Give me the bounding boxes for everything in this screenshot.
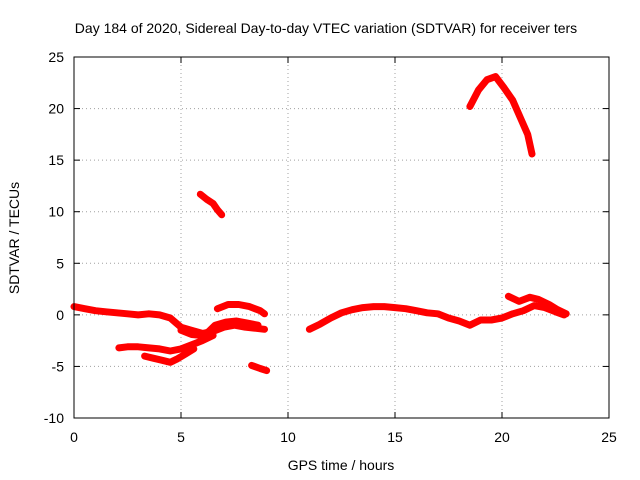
y-tick-label-7: 25	[48, 49, 64, 65]
series-arc-7	[248, 361, 271, 375]
x-tick-label-1: 5	[177, 429, 185, 445]
x-tick-label-5: 25	[601, 429, 617, 445]
x-tick-label-3: 15	[387, 429, 403, 445]
series-arc-9	[504, 292, 570, 318]
y-tick-label-5: 15	[48, 152, 64, 168]
x-tick-label-4: 20	[494, 429, 510, 445]
series-arc-2	[115, 332, 217, 355]
x-axis-label: GPS time / hours	[288, 457, 395, 473]
axis-ticks: 0 5 10 15 20 25 -10 -5 0 5 10 15 20 25	[44, 49, 617, 445]
x-tick-label-0: 0	[70, 429, 78, 445]
y-axis-label: SDTVAR / TECUs	[6, 182, 22, 294]
series-arc-6	[196, 190, 226, 219]
x-tick-label-2: 10	[280, 429, 296, 445]
series-arc-3	[141, 345, 198, 366]
y-tick-label-4: 10	[48, 204, 64, 220]
series-arc-4	[177, 317, 262, 339]
series-arc-10	[466, 73, 536, 158]
plot-frame	[73, 56, 610, 419]
series-arc-5	[213, 301, 268, 318]
data-series	[70, 73, 570, 375]
y-tick-label-6: 20	[48, 101, 64, 117]
y-tick-label-3: 5	[56, 255, 64, 271]
y-tick-label-1: -5	[52, 358, 65, 374]
y-tick-label-0: -10	[44, 410, 64, 426]
series-arc-8	[305, 302, 568, 333]
series-arc-1	[70, 303, 268, 337]
y-tick-label-2: 0	[56, 307, 64, 323]
chart-title: Day 184 of 2020, Sidereal Day-to-day VTE…	[75, 20, 577, 36]
